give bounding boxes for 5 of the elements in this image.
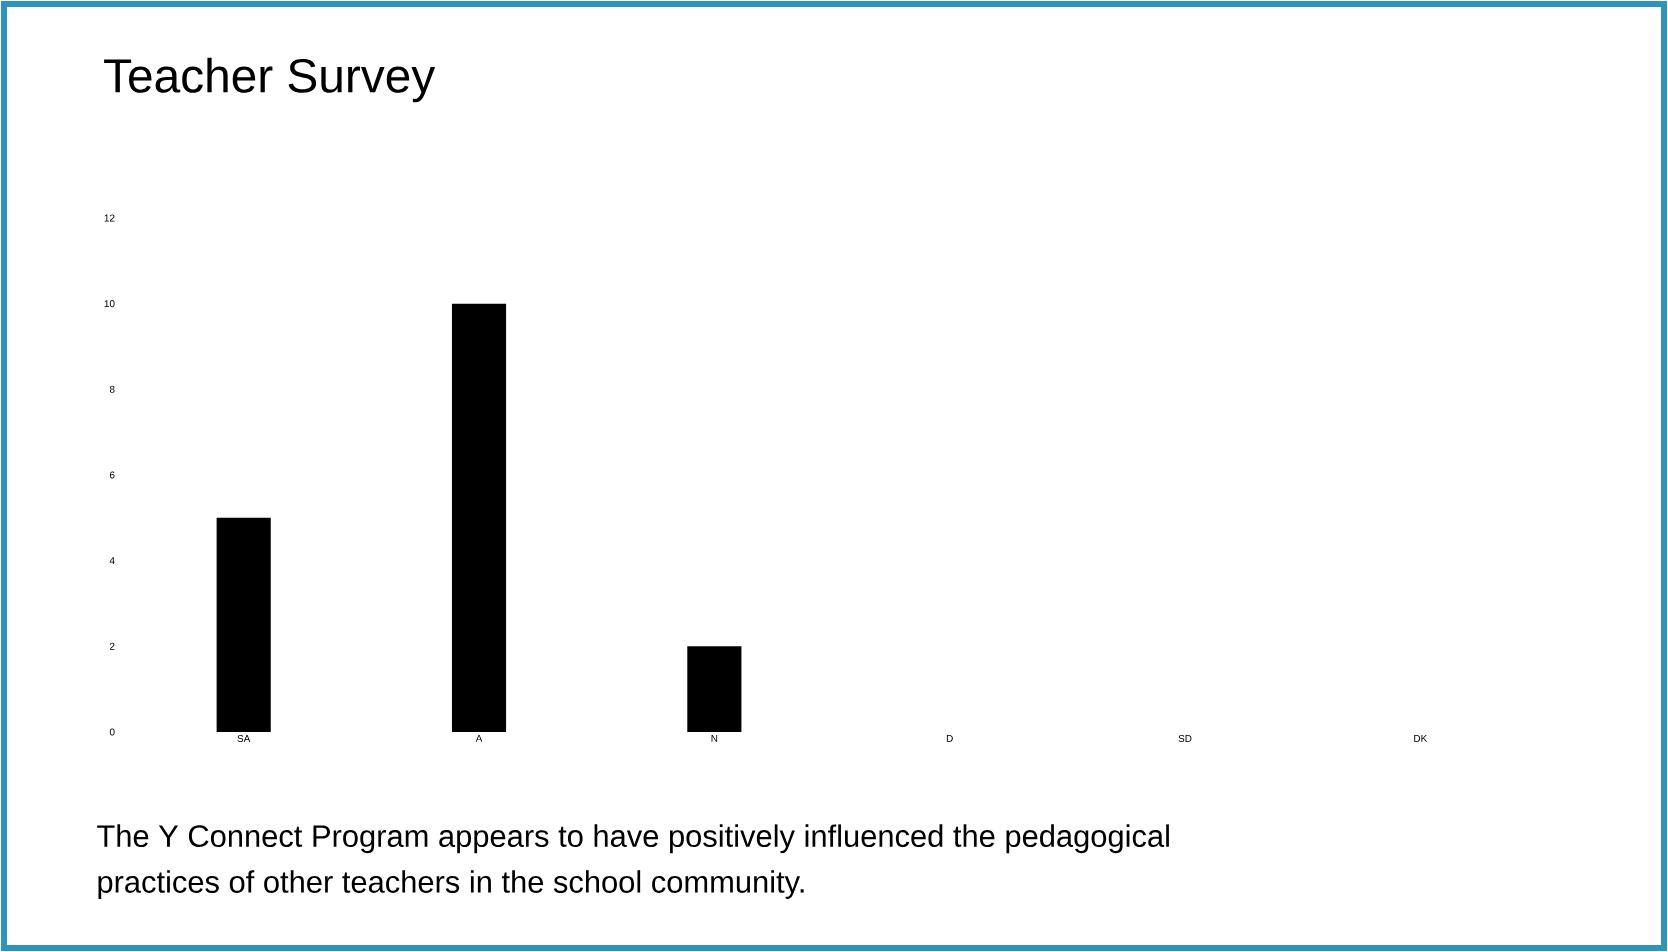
bar — [216, 517, 271, 732]
text: The Y Connect Program appears to have positively influenced the pedagogical practices of other teachers in the school community. — [97, 824, 1169, 899]
bar — [687, 646, 742, 732]
bar — [451, 303, 507, 732]
chart-title: Teacher Survey — [104, 57, 436, 103]
